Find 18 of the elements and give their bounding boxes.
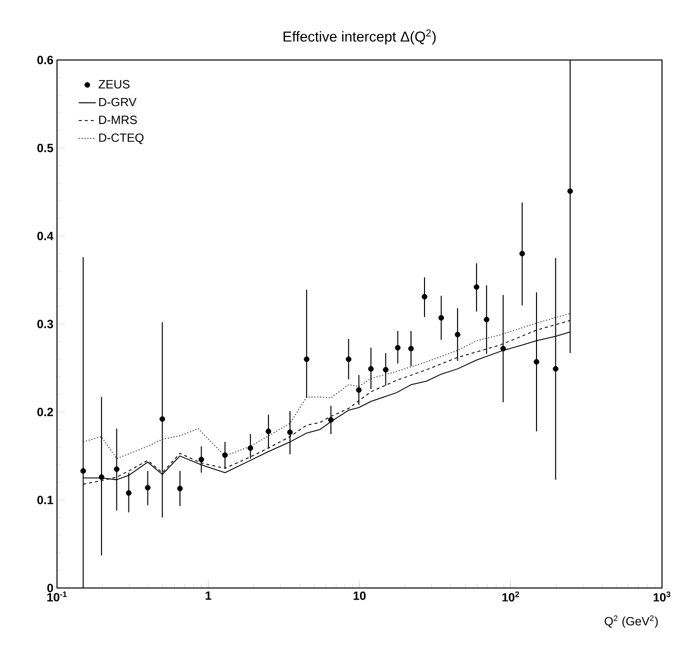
legend-label: D-CTEQ (99, 133, 144, 144)
x-tick-label: 10$^{3}$ (654, 592, 670, 602)
y-tick-label: 0.6 (37, 56, 54, 64)
y-tick-label: 0.5 (37, 144, 54, 152)
x-tick-label: 10 (354, 592, 366, 600)
x-tick-label: 1 (206, 592, 212, 600)
y-tick-label: 0 (47, 584, 53, 592)
x-tick-label: 10$^{2}$ (502, 592, 520, 602)
y-tick-label: 0.1 (37, 496, 54, 504)
y-tick-label: 0.2 (37, 408, 54, 416)
legend-label: ZEUS (98, 80, 130, 88)
legend-label: D-MRS (99, 116, 137, 124)
chart-title: Effective intercept Δ(Q$^{2}$) (284, 29, 436, 45)
x-axis-title: Q$^{2}$ (GeV$^{2}$) (604, 615, 658, 628)
y-tick-label: 0.4 (37, 232, 54, 240)
y-tick-label: 0.3 (37, 320, 54, 328)
x-tick-label: 10$^{-1}$ (47, 592, 67, 602)
legend-label: D-GRV (99, 98, 136, 106)
